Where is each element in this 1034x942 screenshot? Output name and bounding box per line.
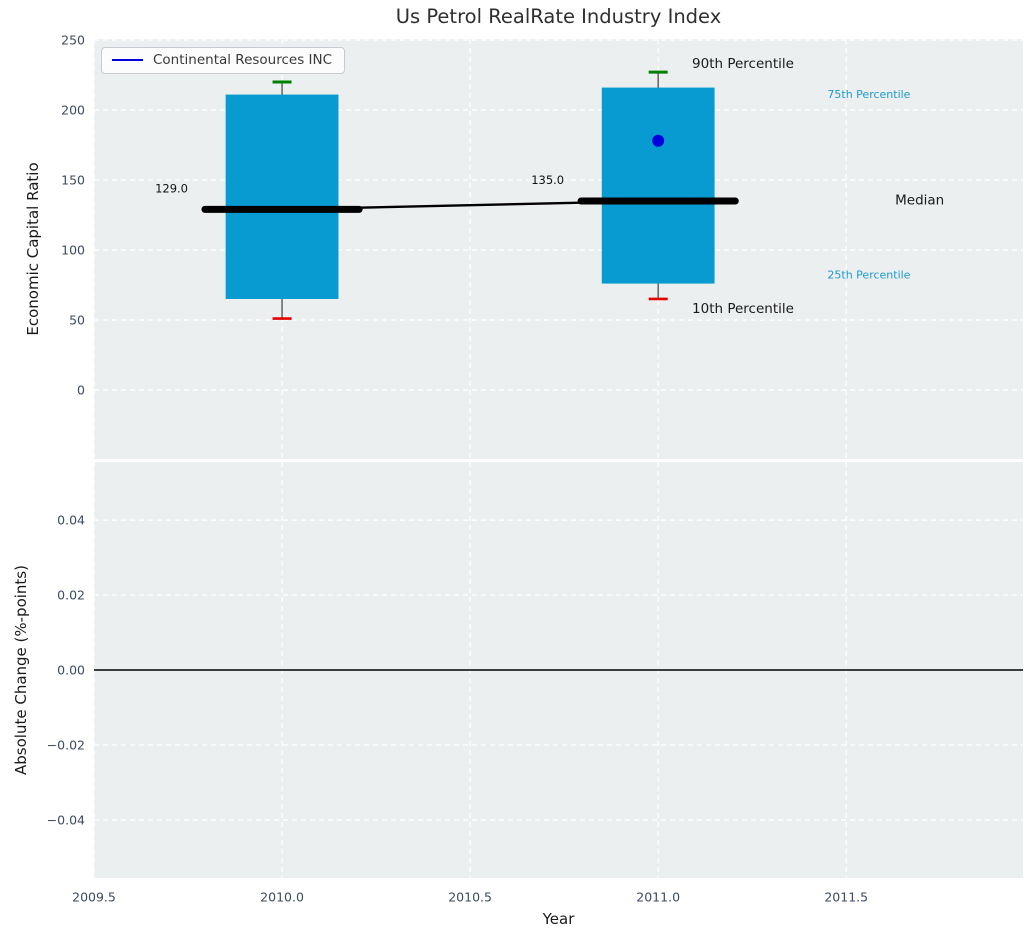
y-tick-label: −0.02: [47, 737, 85, 752]
y-tick-label: 0.00: [57, 663, 85, 678]
annotation-10th-percentile: 10th Percentile: [692, 301, 794, 317]
legend-line-swatch: [112, 59, 143, 61]
annotation-median: Median: [895, 192, 944, 208]
y-tick-label: 0.04: [57, 513, 85, 528]
y-tick-label: 50: [69, 312, 85, 327]
y-tick-label: −0.04: [47, 812, 85, 827]
x-tick-label: 2010.5: [448, 890, 492, 905]
median-value-label: 129.0: [155, 182, 188, 196]
median-value-label: 135.0: [531, 173, 564, 187]
y-tick-label: 200: [61, 102, 85, 117]
y-axis-label-top: Economic Capital Ratio: [24, 162, 42, 336]
legend: Continental Resources INC: [101, 47, 346, 74]
annotation-25th-percentile: 25th Percentile: [827, 269, 910, 282]
company-data-point: [652, 134, 665, 147]
y-tick-label: 100: [61, 242, 85, 257]
x-tick-label: 2010.0: [260, 890, 304, 905]
annotation-75th-percentile: 75th Percentile: [827, 88, 910, 101]
annotation-90th-percentile: 90th Percentile: [692, 56, 794, 72]
x-tick-label: 2011.5: [824, 890, 868, 905]
x-tick-label: 2009.5: [72, 890, 116, 905]
y-tick-label: 250: [61, 32, 85, 47]
x-tick-label: 2011.0: [636, 890, 680, 905]
iqr-box: [225, 94, 339, 299]
y-tick-label: 0: [77, 382, 85, 397]
iqr-box: [601, 87, 715, 284]
chart-title: Us Petrol RealRate Industry Index: [395, 5, 722, 28]
y-tick-label: 150: [61, 172, 85, 187]
x-axis-label: Year: [542, 910, 575, 928]
y-tick-label: 0.02: [57, 588, 85, 603]
legend-label: Continental Resources INC: [153, 52, 333, 68]
y-axis-label-bottom: Absolute Change (%-points): [12, 565, 30, 775]
